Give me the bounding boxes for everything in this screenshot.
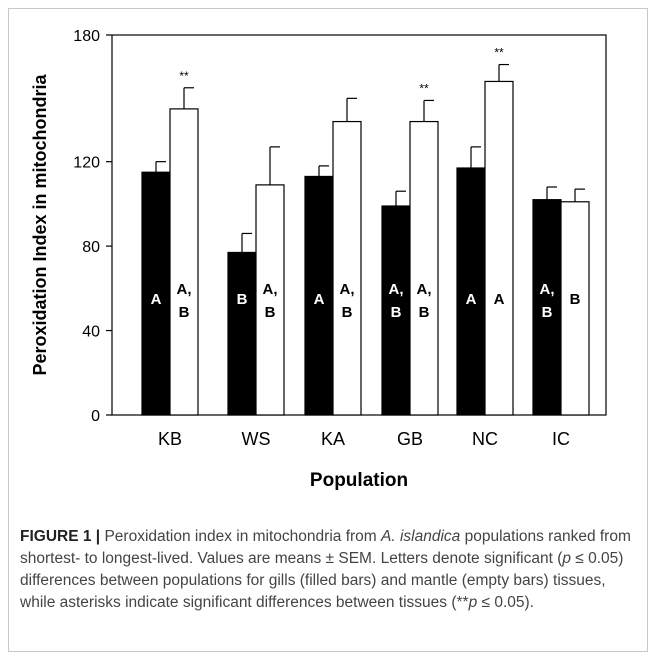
bar-letter-mantle-GB: A, [417,281,432,298]
y-tick-label: 0 [91,408,100,425]
y-tick-label: 120 [73,155,100,172]
caption-p-2: p [468,594,478,611]
figure-frame [8,8,648,652]
bar-mantle-NC [484,80,514,416]
bar-letter-mantle-KA: B [342,304,353,321]
bar-mantle-WS [255,184,285,416]
bar-letter-mantle-GB: B [419,304,430,321]
bar-letter-mantle-KB: B [179,304,190,321]
bar-letter-gills-KB: A [151,291,162,308]
y-tick-label: 40 [82,324,100,341]
y-tick-label: 180 [73,28,100,45]
bar-letter-gills-IC: A, [540,281,555,298]
caption-text-1: Peroxidation index in mitochondria from [100,528,382,545]
bar-letter-gills-WS: B [237,291,248,308]
bar-gills-KA [304,175,334,416]
bar-letter-gills-IC: B [542,304,553,321]
y-tick-label: 80 [82,239,100,256]
y-axis-label: Peroxidation Index in mitochondria [30,74,50,376]
bar-letter-mantle-WS: A, [263,281,278,298]
bar-letter-gills-GB: A, [389,281,404,298]
bar-mantle-IC [560,201,590,416]
x-tick-label: GB [397,429,423,449]
bar-letter-gills-GB: B [391,304,402,321]
significance-mark-NC: ** [494,46,504,60]
significance-mark-GB: ** [419,81,429,95]
x-tick-label: NC [472,429,498,449]
x-tick-label: KA [321,429,345,449]
bar-gills-IC [532,199,562,416]
bar-mantle-KA [332,120,362,416]
bar-letter-mantle-KA: A, [340,281,355,298]
caption-species: A. islandica [381,528,461,545]
caption-text-4: ≤ 0.05). [477,594,534,611]
bar-gills-NC [456,167,486,416]
significance-mark-KB: ** [179,69,189,83]
caption-text-3: ≤ 0.05) differences between populations … [20,550,624,611]
bar-gills-WS [227,251,257,416]
bar-letter-mantle-WS: B [265,304,276,321]
figure-caption: FIGURE 1 | Peroxidation index in mitocho… [20,526,638,614]
bar-mantle-KB [169,108,199,416]
caption-text-2: populations ranked from shortest- to lon… [20,528,631,567]
bar-mantle-GB [409,120,439,416]
x-tick-label: WS [242,429,271,449]
caption-p-1: p [562,550,571,567]
bar-chart: 0 40 80 120 180 Peroxidation Index in mitocho… [30,28,607,491]
bar-letter-mantle-NC: A [494,291,505,308]
x-tick-label: IC [552,429,570,449]
x-axis-label: Population [310,470,408,491]
x-tick-label: KB [158,429,182,449]
caption-label: FIGURE 1 | [20,528,101,545]
bar-letter-gills-NC: A [466,291,477,308]
bar-letter-mantle-IC: B [570,291,581,308]
bar-gills-GB [381,205,411,416]
bar-letter-gills-KA: A [314,291,325,308]
bar-letter-mantle-KB: A, [177,281,192,298]
